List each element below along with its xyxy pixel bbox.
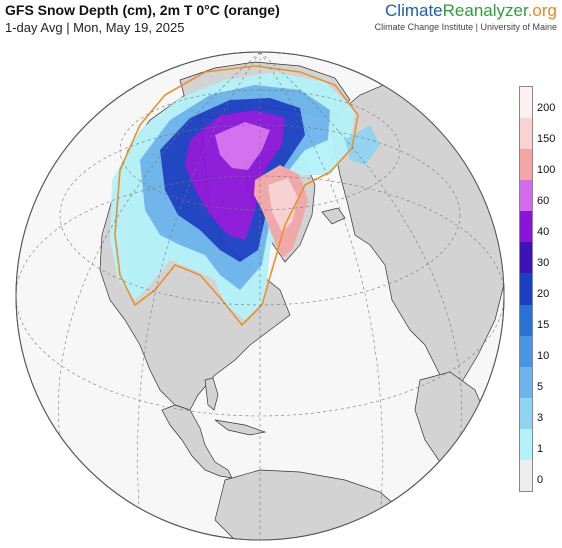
- colorbar-swatch: [520, 397, 532, 429]
- brand-name-part3: .org: [527, 1, 557, 20]
- colorbar-swatch: [520, 304, 532, 336]
- colorbar-label: 200: [537, 101, 556, 114]
- snow-depth-layer: [110, 72, 380, 320]
- graticule: [16, 52, 504, 540]
- map-title: GFS Snow Depth (cm), 2m T 0°C (orange): [5, 2, 280, 18]
- colorbar-label: 100: [537, 163, 556, 176]
- colorbar-label: 15: [537, 319, 550, 332]
- brand-institution: Climate Change Institute | University of…: [374, 22, 557, 32]
- colorbar-label: 40: [537, 225, 550, 238]
- colorbar-swatch: [520, 428, 532, 460]
- land-florida: [204, 377, 219, 411]
- colorbar-label: 20: [537, 288, 550, 300]
- colorbar-label: 10: [537, 350, 550, 363]
- colorbar-swatch: [520, 242, 532, 274]
- colorbar-label: 3: [537, 412, 544, 425]
- colorbar-swatch: [520, 87, 532, 119]
- colorbar: [519, 86, 533, 492]
- land-central-america: [161, 404, 233, 479]
- colorbar-swatch: [520, 459, 532, 491]
- land-caribbean: [214, 419, 267, 436]
- colorbar-label: 60: [537, 194, 550, 207]
- colorbar-swatch: [520, 335, 532, 367]
- colorbar-swatch: [520, 180, 532, 212]
- colorbar-label: 0: [537, 474, 544, 487]
- map-subtitle: 1-day Avg | Mon, May 19, 2025: [5, 20, 185, 35]
- brand-name-part1: Climate: [385, 1, 443, 20]
- brand-name-part2: Reanalyzer: [442, 1, 528, 20]
- snow-60cm: [215, 122, 270, 170]
- land-iceland: [321, 207, 346, 225]
- colorbar-label: 1: [537, 443, 544, 456]
- colorbar-label: 30: [537, 256, 550, 269]
- snow-greenland-core: [268, 178, 298, 232]
- freezing-line: [114, 65, 359, 327]
- colorbar-swatch: [520, 273, 532, 305]
- colorbar-label: 150: [537, 132, 556, 145]
- brand-logo[interactable]: ClimateReanalyzer.org Climate Change Ins…: [375, 1, 557, 32]
- colorbar-swatch: [520, 149, 532, 181]
- colorbar-swatch: [520, 118, 532, 150]
- brand-name: ClimateReanalyzer.org: [375, 1, 557, 21]
- colorbar-swatch: [520, 211, 532, 243]
- colorbar-swatch: [520, 366, 532, 398]
- colorbar-label: 5: [537, 381, 544, 394]
